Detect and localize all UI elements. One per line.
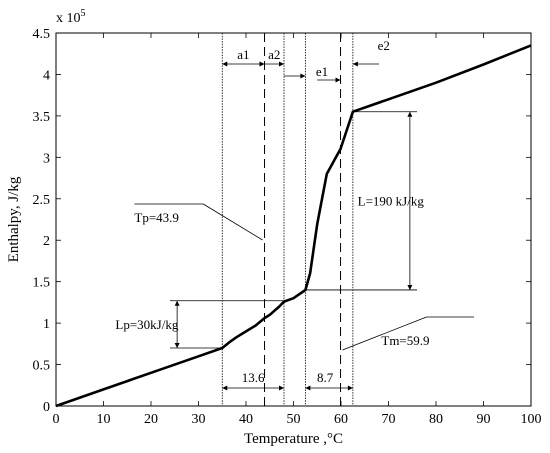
y-axis-multiplier-base: x 10 xyxy=(56,11,81,26)
tm-label: Tm=59.9 xyxy=(381,333,429,348)
x-tick-label: 90 xyxy=(477,412,491,427)
x-tick-label: 60 xyxy=(334,412,348,427)
span-136-arrow-left xyxy=(222,385,228,391)
a2-arrow-right xyxy=(279,61,284,67)
x-tick-label: 10 xyxy=(97,412,111,427)
x-tick-label: 100 xyxy=(521,412,542,427)
x-axis-label: Temperature ,°C xyxy=(244,431,343,447)
span-136-label: 13.6 xyxy=(242,370,265,385)
a2-label: a2 xyxy=(268,47,280,62)
enthalpy-curve xyxy=(55,44,532,408)
lp-arrow-up xyxy=(174,300,180,306)
x-tick-label: 80 xyxy=(429,412,443,427)
e1-arrow-right xyxy=(335,77,341,83)
latent-arrow-up xyxy=(407,111,413,117)
e2-label: e2 xyxy=(378,38,390,53)
span-87-arrow-right xyxy=(347,385,353,391)
a1-arrow-left xyxy=(222,61,228,67)
y-axis-label: Enthalpy, J/kg xyxy=(6,176,22,262)
y-tick-label: 3.5 xyxy=(33,110,51,125)
plot-frame-group xyxy=(55,32,532,407)
e2-arrow-left xyxy=(352,61,358,67)
span-87-arrow-left xyxy=(305,385,311,391)
y-tick-label: 0.5 xyxy=(33,359,51,374)
span-87-label: 8.7 xyxy=(317,370,334,385)
y-axis-multiplier: x 105 xyxy=(56,8,86,26)
axis-ticks: 0 10 20 30 40 50 60 70 80 90 100 0 0.5 1 1.5 2 2.5 3 3.5 4 4… xyxy=(33,27,542,427)
tp-leader-diagonal xyxy=(203,203,263,241)
y-tick-label: 3 xyxy=(43,151,50,166)
annotations: a1 a2 e1 e2 Tp=43.9 Tm=59.9 L=190 kJ/kg Lp=30kJ… xyxy=(115,38,474,391)
tp-label: Tp=43.9 xyxy=(134,210,179,225)
y-tick-label: 1 xyxy=(43,317,50,332)
y-tick-label: 0 xyxy=(43,400,50,415)
x-tick-label: 30 xyxy=(192,412,206,427)
y-tick-label: 2.5 xyxy=(33,193,51,208)
y-tick-label: 4.5 xyxy=(33,27,51,42)
latent-label: L=190 kJ/kg xyxy=(358,193,425,208)
x-tick-label: 70 xyxy=(382,412,396,427)
x-tick-label: 50 xyxy=(287,412,301,427)
y-tick-label: 1.5 xyxy=(33,276,51,291)
span-136-arrow-right xyxy=(279,385,284,391)
e1-label: e1 xyxy=(316,64,328,79)
y-tick-label: 4 xyxy=(43,68,50,83)
phase-guides xyxy=(221,33,354,406)
x-tick-label: 0 xyxy=(53,412,60,427)
latent-arrow-down xyxy=(407,284,413,290)
a1-arrow-right xyxy=(259,61,265,67)
x-tick-label: 20 xyxy=(144,412,158,427)
x-tick-label: 40 xyxy=(239,412,253,427)
y-tick-label: 2 xyxy=(43,234,50,249)
gap-arrow-right xyxy=(300,73,306,79)
plot-frame xyxy=(55,32,532,407)
a1-label: a1 xyxy=(237,47,249,62)
lp-arrow-down xyxy=(174,342,180,348)
lp-label: Lp=30kJ/kg xyxy=(115,317,178,332)
y-axis-multiplier-exponent: 5 xyxy=(81,8,86,19)
tm-leader-diagonal xyxy=(342,316,427,351)
